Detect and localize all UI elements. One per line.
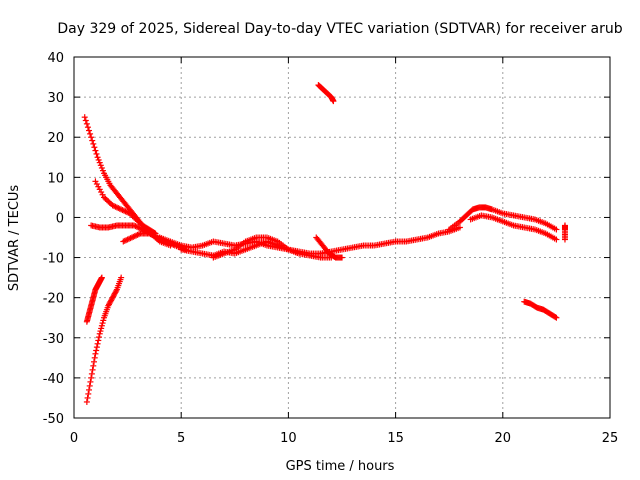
data-point bbox=[89, 366, 96, 373]
x-tick-label: 20 bbox=[495, 431, 512, 446]
data-point bbox=[96, 159, 103, 166]
data-point bbox=[81, 114, 88, 121]
y-tick-label: -20 bbox=[43, 292, 64, 307]
y-tick-label: 30 bbox=[47, 91, 64, 106]
data-point bbox=[86, 382, 93, 389]
y-tick-label: -10 bbox=[43, 252, 64, 267]
data-point bbox=[93, 344, 100, 351]
data-point bbox=[85, 390, 92, 397]
data-point bbox=[330, 98, 337, 105]
series-arc-top-short bbox=[315, 82, 337, 105]
data-point bbox=[93, 150, 100, 157]
data-point bbox=[82, 117, 89, 124]
y-tick-label: 10 bbox=[47, 171, 64, 186]
data-point bbox=[98, 274, 105, 281]
data-point bbox=[118, 274, 125, 281]
y-tick-label: 40 bbox=[47, 51, 64, 66]
data-point bbox=[89, 137, 96, 144]
data-point bbox=[88, 370, 95, 377]
data-point bbox=[88, 134, 95, 141]
data-point bbox=[93, 347, 100, 354]
data-point bbox=[97, 162, 104, 169]
data-point bbox=[90, 140, 97, 147]
data-point bbox=[97, 328, 104, 335]
data-point bbox=[83, 398, 90, 405]
series-arc-right-neg bbox=[521, 298, 560, 321]
chart-axes bbox=[73, 56, 611, 419]
y-tick-label: -40 bbox=[43, 372, 64, 387]
data-point bbox=[456, 224, 463, 231]
x-tick-label: 0 bbox=[70, 431, 78, 446]
series-arc-neg-left-2 bbox=[83, 274, 125, 405]
series-arc-mid-wavy bbox=[210, 234, 303, 261]
series-arc-mid-band bbox=[156, 224, 463, 257]
data-point bbox=[100, 317, 107, 324]
data-point bbox=[99, 167, 106, 174]
data-point bbox=[91, 354, 98, 361]
x-axis-label: GPS time / hours bbox=[286, 459, 395, 474]
data-point bbox=[92, 147, 99, 154]
series-arc-neg-left-1 bbox=[83, 274, 105, 325]
data-point bbox=[91, 358, 98, 365]
x-tick-label: 5 bbox=[177, 431, 185, 446]
data-point bbox=[91, 144, 98, 151]
y-tick-label: -30 bbox=[43, 332, 64, 347]
data-point bbox=[552, 314, 559, 321]
data-point bbox=[95, 156, 102, 163]
data-point bbox=[84, 124, 91, 131]
chart-title: Day 329 of 2025, Sidereal Day-to-day VTE… bbox=[57, 21, 622, 37]
data-point bbox=[86, 127, 93, 134]
y-tick-label: -50 bbox=[43, 412, 64, 427]
x-tick-label: 15 bbox=[387, 431, 404, 446]
data-point bbox=[98, 325, 105, 332]
series-isolated-end bbox=[561, 222, 568, 243]
x-tick-label: 25 bbox=[602, 431, 619, 446]
data-point bbox=[96, 334, 103, 341]
series-arc-right-lower bbox=[467, 212, 560, 243]
series-arc-right-hump bbox=[446, 204, 560, 233]
data-point bbox=[92, 350, 99, 357]
data-point bbox=[90, 362, 97, 369]
data-point bbox=[86, 386, 93, 393]
data-point bbox=[95, 337, 102, 344]
x-tick-label: 10 bbox=[280, 431, 297, 446]
plot-border bbox=[73, 56, 611, 419]
y-axis-label: SDTVAR / TECUs bbox=[7, 185, 22, 292]
data-point bbox=[94, 340, 101, 347]
data-point bbox=[553, 314, 560, 321]
data-point bbox=[87, 378, 94, 385]
series-arc-center-spike bbox=[313, 234, 345, 261]
data-point bbox=[83, 120, 90, 127]
data-point bbox=[561, 236, 568, 243]
series-arc-left-flat bbox=[88, 222, 174, 249]
data-point bbox=[553, 236, 560, 243]
y-tick-label: 20 bbox=[47, 131, 64, 146]
data-point bbox=[296, 250, 303, 257]
data-point bbox=[99, 320, 106, 327]
series-arc-top-left-decay bbox=[81, 114, 159, 237]
data-points bbox=[81, 82, 568, 405]
data-point bbox=[553, 226, 560, 233]
data-point bbox=[84, 394, 91, 401]
data-point bbox=[98, 322, 105, 329]
data-point bbox=[96, 330, 103, 337]
data-point bbox=[113, 287, 120, 294]
y-tick-label: 0 bbox=[56, 211, 64, 226]
data-point bbox=[87, 130, 94, 137]
chart-ticks: 0 5 10 15 20 25 40 30 20 10 0 -10 -20 -30 -40 -50 bbox=[43, 51, 619, 446]
data-point bbox=[98, 164, 105, 171]
data-point bbox=[88, 374, 95, 381]
data-point bbox=[94, 154, 101, 161]
data-point bbox=[339, 254, 345, 261]
